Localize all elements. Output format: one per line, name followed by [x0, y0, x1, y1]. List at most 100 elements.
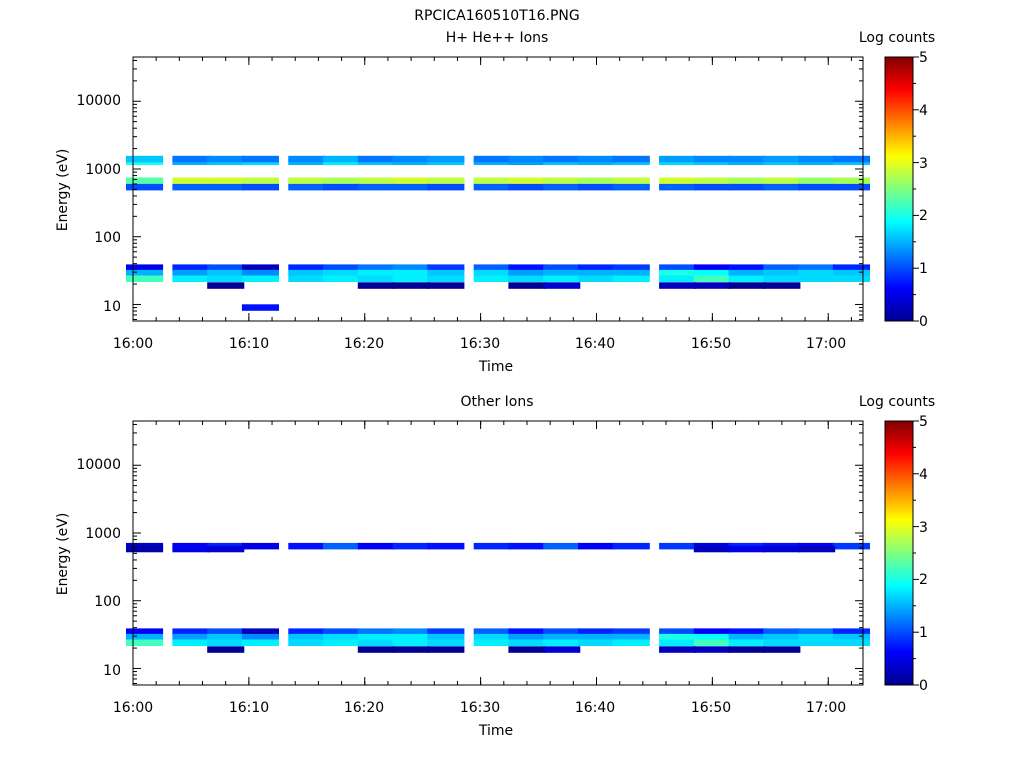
x-tick-label: 16:50: [691, 700, 731, 716]
heatmap-cell: [357, 628, 395, 635]
colorbar-tick-label: 0: [919, 678, 928, 694]
heatmap-cell: [543, 183, 581, 191]
heatmap-cell: [288, 275, 326, 282]
colorbar-tick-label: 4: [919, 467, 928, 483]
heatmap-cell: [578, 275, 616, 282]
heatmap-cell: [578, 633, 616, 641]
heatmap-cell: [427, 275, 465, 282]
heatmap-cell: [172, 177, 210, 184]
heatmap-cell: [207, 545, 245, 553]
heatmap-cell: [357, 639, 395, 646]
heatmap-cell: [392, 269, 430, 277]
colorbar-ticks-2: [913, 420, 919, 686]
heatmap-cell: [392, 275, 430, 282]
heatmap-cell: [693, 177, 731, 184]
heatmap-cell: [323, 639, 361, 646]
x-tick-label: 16:20: [344, 700, 384, 716]
heatmap-cell: [207, 155, 245, 163]
heatmap-cell: [659, 646, 697, 653]
heatmap-cell: [207, 639, 245, 646]
heatmap-cell: [357, 275, 395, 282]
heatmap-cell: [357, 646, 395, 653]
heatmap-cell: [427, 639, 465, 646]
colorbar-tick-label: 3: [919, 156, 928, 172]
heatmap-cell: [288, 269, 326, 277]
heatmap-cell: [763, 639, 801, 646]
heatmap-cell: [392, 282, 430, 289]
heatmap-cell: [126, 628, 164, 635]
heatmap-cell: [728, 628, 766, 635]
heatmap-cell: [126, 275, 164, 282]
heatmap-cell: [728, 269, 766, 277]
heatmap-cell: [508, 633, 546, 641]
heatmap-cell: [241, 304, 279, 311]
heatmap-cell: [659, 155, 697, 163]
heatmap-cell: [427, 542, 465, 550]
heatmap-cell: [427, 264, 465, 271]
axis-ticks-1: [132, 57, 863, 321]
heatmap-cell: [693, 275, 731, 282]
x-tick-label: 16:10: [229, 336, 269, 352]
heatmap-cell: [578, 177, 616, 184]
colorbar-tick-label: 1: [919, 625, 928, 641]
heatmap-cell: [832, 633, 870, 641]
heatmap-cell: [543, 264, 581, 271]
heatmap-cell: [427, 646, 465, 653]
heatmap-cell: [693, 269, 731, 277]
heatmap-cell: [659, 639, 697, 646]
x-tick-label: 16:10: [229, 700, 269, 716]
heatmap-cell: [207, 282, 245, 289]
heatmap-cell: [288, 639, 326, 646]
heatmap-cell: [473, 542, 511, 550]
heatmap-cell: [288, 633, 326, 641]
heatmap-cell: [288, 155, 326, 163]
colorbar-1: [884, 56, 914, 322]
heatmap-cell: [126, 269, 164, 277]
heatmap-cell: [473, 155, 511, 163]
heatmap-cell: [612, 275, 650, 282]
heatmap-cell: [798, 264, 836, 271]
heatmap-cell: [659, 542, 697, 550]
heatmap-cell: [323, 542, 361, 550]
heatmap-cell: [763, 275, 801, 282]
heatmap-cell: [693, 628, 731, 635]
heatmap-cell: [427, 633, 465, 641]
heatmap-cell: [798, 639, 836, 646]
heatmap-cell: [172, 275, 210, 282]
heatmap-cell: [392, 646, 430, 653]
heatmap-cell: [612, 155, 650, 163]
heatmap-cell: [427, 177, 465, 184]
heatmap-cell: [798, 628, 836, 635]
heatmap-cell: [357, 264, 395, 271]
heatmap-cell: [172, 264, 210, 271]
panel-title-2: Other Ions: [460, 394, 533, 410]
heatmap-cell: [508, 628, 546, 635]
heatmap-cell: [392, 639, 430, 646]
heatmap-cell: [798, 177, 836, 184]
heatmap-cell: [578, 639, 616, 646]
y-tick-label: 10000: [76, 457, 121, 473]
heatmap-cell: [288, 542, 326, 550]
heatmap-cell: [288, 628, 326, 635]
y-tick-label: 10: [103, 663, 121, 679]
heatmap-cell: [323, 155, 361, 163]
heatmap-cell: [543, 177, 581, 184]
heatmap-cell: [578, 155, 616, 163]
heatmap-cell: [126, 639, 164, 646]
heatmap-cell: [357, 177, 395, 184]
heatmap-cells-1: [126, 155, 870, 311]
heatmap-cell: [763, 177, 801, 184]
heatmap-cell: [172, 155, 210, 163]
heatmap-cell: [693, 282, 731, 289]
axis-ticks-2: [132, 421, 863, 685]
x-tick-label: 16:20: [344, 336, 384, 352]
heatmap-cell: [126, 264, 164, 271]
heatmap-cell: [693, 264, 731, 271]
heatmap-cell: [659, 264, 697, 271]
heatmap-cell: [612, 177, 650, 184]
heatmap-cell: [508, 275, 546, 282]
heatmap-cell: [728, 646, 766, 653]
heatmap-cell: [473, 264, 511, 271]
heatmap-cell: [207, 264, 245, 271]
